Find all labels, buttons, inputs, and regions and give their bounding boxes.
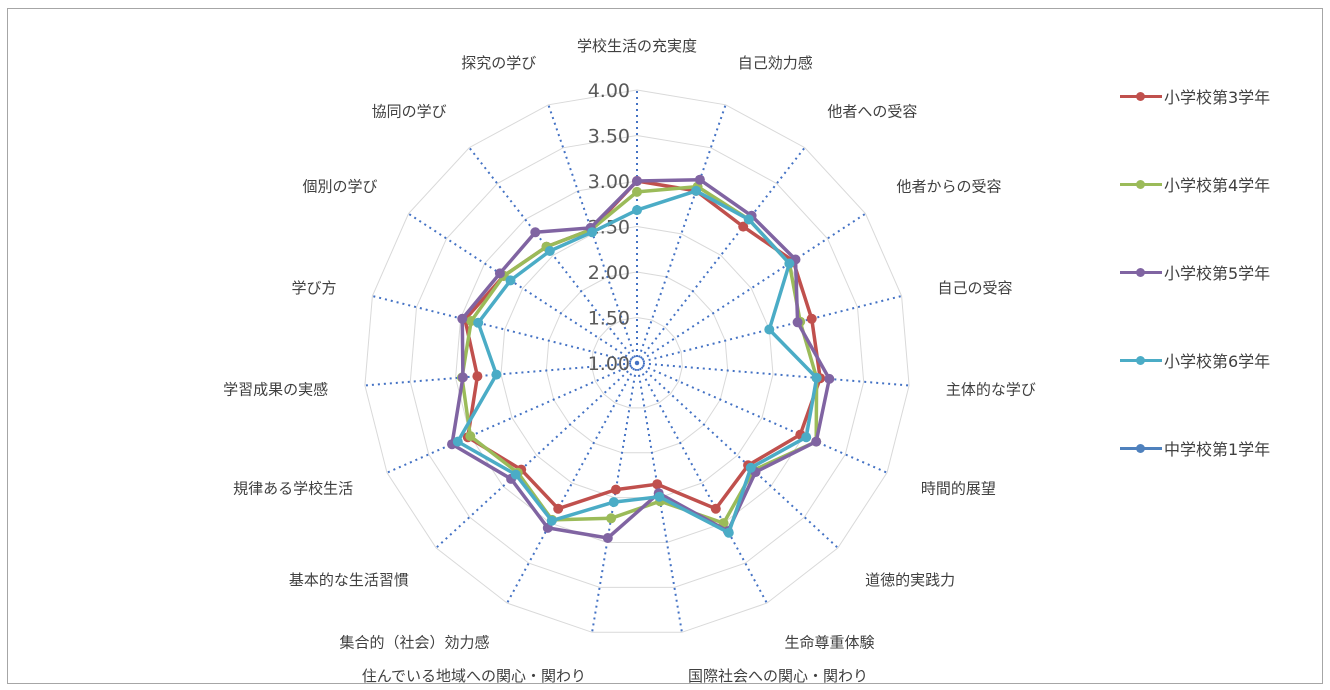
tick-label: 2.00 — [588, 262, 630, 284]
legend-item: 小学校第3学年 — [1120, 84, 1270, 108]
data-point — [691, 185, 702, 196]
gridline-ring — [409, 134, 865, 588]
data-point — [654, 491, 665, 502]
category-label: 住んでいる地域への関心・関わり — [362, 667, 586, 685]
category-label: 主体的な学び — [946, 381, 1036, 399]
data-point — [811, 436, 822, 447]
data-point — [473, 317, 484, 328]
radar-series — [447, 174, 835, 543]
category-label: 自己の受容 — [938, 279, 1013, 297]
data-point — [587, 227, 598, 238]
category-label: 協同の学び — [372, 102, 447, 120]
radial-tick-labels: 1.001.502.002.503.003.504.00 — [588, 80, 630, 375]
data-point — [472, 371, 483, 382]
data-point — [608, 497, 619, 508]
category-label: 時間的展望 — [921, 480, 996, 498]
category-label: 他者からの受容 — [897, 177, 1002, 195]
data-point — [632, 186, 642, 197]
data-point — [632, 205, 642, 216]
data-point — [743, 214, 754, 225]
series-line — [460, 184, 819, 525]
category-label: 国際社会への関心・関わり — [688, 667, 868, 685]
data-point — [510, 469, 521, 480]
category-label: 学び方 — [291, 279, 336, 297]
data-point — [745, 462, 756, 473]
legend-item: 小学校第6学年 — [1120, 348, 1270, 372]
data-point — [491, 369, 502, 380]
data-point — [530, 227, 541, 238]
data-point — [792, 317, 803, 328]
chart-area — [7, 8, 1323, 684]
data-point — [465, 431, 476, 442]
legend-swatch — [1120, 84, 1162, 108]
category-labels: 学校生活の充実度自己効力感他者への受容他者からの受容自己の受容主体的な学び時間的… — [223, 37, 1036, 685]
tick-label: 1.00 — [588, 353, 630, 375]
category-label: 学習成果の実感 — [223, 381, 328, 399]
data-point — [505, 275, 516, 286]
data-point — [824, 373, 835, 384]
data-point — [801, 432, 812, 443]
tick-label: 3.50 — [588, 126, 630, 148]
tick-label: 1.50 — [588, 308, 630, 330]
data-point — [738, 221, 749, 232]
legend-item: 小学校第4学年 — [1120, 172, 1270, 196]
radar-spokes — [364, 90, 910, 633]
series-group — [452, 185, 822, 538]
data-point — [553, 503, 564, 514]
legend-swatch — [1120, 260, 1162, 284]
data-point — [652, 479, 663, 490]
data-point — [723, 527, 734, 538]
spoke-line — [636, 104, 727, 364]
category-label: 規律ある学校生活 — [233, 480, 353, 498]
gridline-ring — [455, 180, 819, 543]
gridline-ring — [364, 89, 910, 633]
series-line — [450, 177, 832, 540]
category-label: 生命尊重体験 — [785, 634, 875, 652]
data-point — [784, 258, 795, 269]
data-point — [494, 268, 505, 279]
data-point — [694, 174, 705, 185]
tick-label: 3.00 — [588, 171, 630, 193]
category-label: 基本的な生活習慣 — [289, 571, 409, 589]
data-point — [602, 533, 613, 543]
legend-swatch — [1120, 436, 1162, 460]
data-point — [452, 436, 463, 447]
legend-item: 中学校第1学年 — [1120, 436, 1270, 460]
category-label: 自己効力感 — [738, 54, 813, 72]
legend-label: 小学校第6学年 — [1164, 352, 1271, 371]
gridline-ring — [545, 271, 729, 454]
category-label: 他者への受容 — [827, 102, 917, 120]
legend-swatch — [1120, 172, 1162, 196]
legend-item: 小学校第5学年 — [1120, 260, 1270, 284]
category-label: 集合的（社会）効力感 — [339, 634, 489, 652]
legend-label: 小学校第5学年 — [1164, 264, 1271, 283]
gridline-ring — [591, 316, 683, 409]
data-point — [544, 246, 555, 256]
tick-label: 4.00 — [588, 80, 630, 102]
legend-label: 小学校第4学年 — [1164, 176, 1271, 195]
data-point — [632, 176, 642, 186]
legend-label: 小学校第3学年 — [1164, 88, 1271, 107]
data-point — [764, 324, 775, 335]
data-point — [546, 515, 557, 526]
data-point — [610, 484, 621, 495]
legend-label: 中学校第1学年 — [1164, 440, 1271, 459]
category-label: 道徳的実践力 — [865, 571, 955, 589]
data-point — [811, 372, 822, 383]
series-line — [456, 189, 819, 535]
category-label: 個別の学び — [302, 177, 377, 195]
category-label: 探究の学び — [461, 54, 536, 72]
data-point — [457, 372, 468, 383]
radar-grid — [364, 89, 910, 633]
category-label: 学校生活の充実度 — [577, 37, 697, 55]
data-point — [457, 313, 468, 324]
data-point — [606, 513, 617, 524]
data-point — [806, 313, 817, 324]
legend-swatch — [1120, 348, 1162, 372]
data-point — [710, 503, 721, 514]
